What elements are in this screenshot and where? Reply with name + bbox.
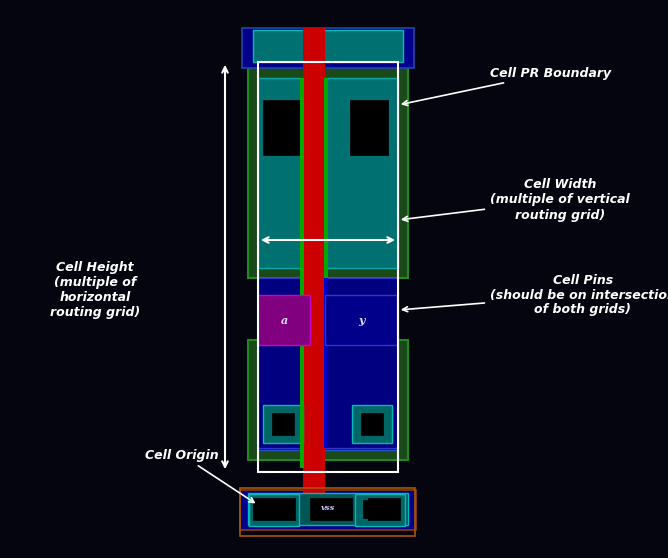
Bar xyxy=(368,498,400,520)
Bar xyxy=(303,28,325,493)
Bar xyxy=(253,30,403,62)
Bar xyxy=(310,498,352,520)
Bar xyxy=(248,48,408,278)
Bar xyxy=(258,78,398,268)
Bar xyxy=(258,62,398,472)
Bar xyxy=(249,494,299,526)
Bar xyxy=(325,295,397,345)
Bar xyxy=(324,78,328,278)
Bar xyxy=(240,490,416,530)
Bar xyxy=(263,100,301,155)
Bar xyxy=(352,405,392,443)
Text: a: a xyxy=(281,315,288,325)
Bar xyxy=(272,413,294,435)
Text: Cell Origin: Cell Origin xyxy=(145,449,254,502)
Text: Cell Height
(multiple of
horizontal
routing grid): Cell Height (multiple of horizontal rout… xyxy=(50,261,140,319)
Bar xyxy=(258,340,398,450)
Text: Cell Pins
(should be on intersection
of both grids): Cell Pins (should be on intersection of … xyxy=(403,273,668,316)
Bar xyxy=(324,278,328,448)
Bar xyxy=(248,340,408,460)
Text: y: y xyxy=(358,315,364,325)
Bar xyxy=(350,100,388,155)
Bar xyxy=(258,295,310,345)
Bar xyxy=(240,488,415,536)
Text: Cell PR Boundary: Cell PR Boundary xyxy=(403,66,611,105)
Bar xyxy=(253,498,295,520)
Bar xyxy=(355,494,405,526)
Bar xyxy=(248,493,408,525)
Bar xyxy=(242,28,414,68)
Bar xyxy=(361,413,383,435)
Text: vss: vss xyxy=(321,504,335,512)
Bar xyxy=(300,78,304,468)
Bar xyxy=(263,405,303,443)
Bar xyxy=(257,500,287,518)
Text: Cell Width
(multiple of vertical
routing grid): Cell Width (multiple of vertical routing… xyxy=(403,179,630,222)
Bar xyxy=(363,500,393,518)
Bar xyxy=(258,278,398,448)
